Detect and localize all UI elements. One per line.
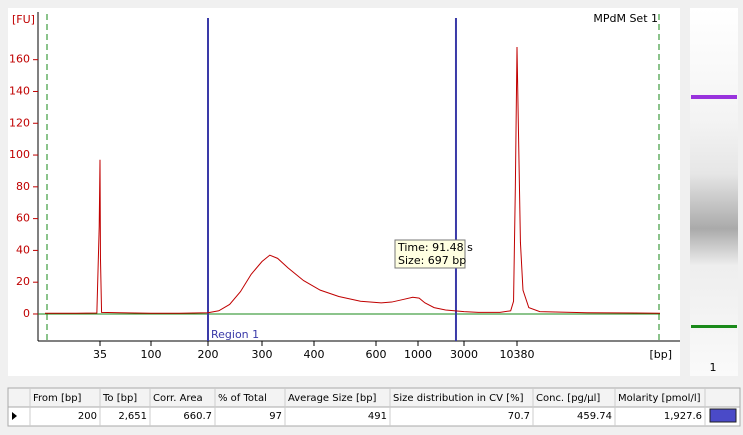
column-header: To [bp] — [102, 393, 137, 404]
table-cell: 1,927.6 — [664, 411, 702, 422]
x-tick-label: 400 — [304, 348, 325, 361]
table-cell: 200 — [78, 411, 97, 422]
column-header: From [bp] — [33, 393, 82, 404]
column-header: % of Total — [218, 393, 267, 404]
table-cell: 97 — [269, 411, 282, 422]
y-axis-label: [FU] — [12, 13, 35, 26]
y-tick-label: 20 — [16, 275, 30, 288]
table-header-bg — [7, 387, 741, 408]
x-tick-label: 100 — [141, 348, 162, 361]
x-tick-label: 200 — [198, 348, 219, 361]
trace — [45, 46, 661, 314]
x-tick-label: 35 — [93, 348, 107, 361]
gel-band — [691, 325, 737, 328]
x-tick-label: 1000 — [404, 348, 432, 361]
x-axis-label: [bp] — [649, 348, 672, 361]
row-indicator — [12, 412, 17, 420]
column-header: Conc. [pg/µl] — [536, 393, 600, 404]
table-cell: 660.7 — [183, 411, 212, 422]
chart-title: MPdM Set 1 — [593, 12, 658, 25]
y-tick-label: 120 — [9, 116, 30, 129]
column-header: Corr. Area — [153, 393, 203, 404]
results-table: From [bp] 200 To [bp] 2,651 Corr. Area 660.7%… — [7, 387, 741, 427]
y-tick-label: 40 — [16, 243, 30, 256]
tooltip — [394, 239, 466, 269]
y-tick-label: 0 — [23, 307, 30, 320]
x-tick-label: 300 — [252, 348, 273, 361]
plot-panel — [8, 8, 680, 376]
gel-lane — [690, 8, 738, 376]
lane-label: 1 — [710, 361, 717, 374]
y-tick-label: 140 — [9, 84, 30, 97]
y-tick-label: 160 — [9, 53, 30, 66]
gel-band — [691, 95, 737, 99]
table-cell: 459.74 — [577, 411, 612, 422]
table-cell: 491 — [368, 411, 387, 422]
tooltip-text: Time: 91.48 s — [397, 241, 473, 254]
x-tick-label: 600 — [366, 348, 387, 361]
region-label: Region 1 — [211, 328, 259, 341]
tooltip-text: Size: 697 bp — [398, 254, 466, 267]
x-tick-label: 3000 — [450, 348, 478, 361]
y-tick-label: 100 — [9, 148, 30, 161]
column-header: Molarity [pmol/l] — [618, 393, 701, 404]
table-cell: 70.7 — [508, 411, 530, 422]
y-tick-label: 60 — [16, 212, 30, 225]
x-tick-label: 10380 — [500, 348, 535, 361]
table-cell: 2,651 — [118, 411, 147, 422]
y-tick-label: 80 — [16, 180, 30, 193]
column-header: Average Size [bp] — [288, 393, 377, 404]
region-swatch — [709, 408, 737, 423]
column-header: Size distribution in CV [%] — [393, 393, 524, 404]
